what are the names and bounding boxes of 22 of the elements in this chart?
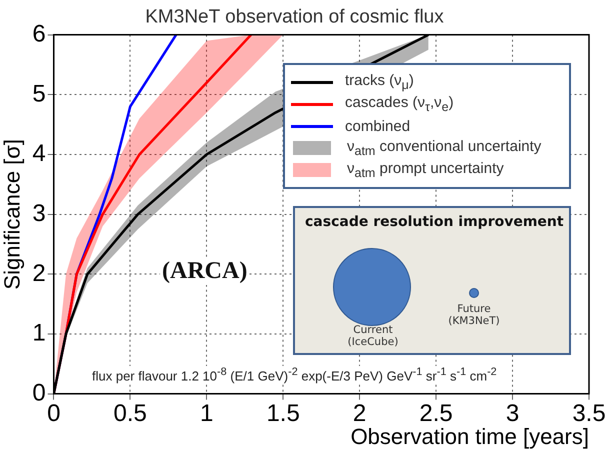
y-tick-label: 0 [32, 379, 46, 406]
x-tick-label: 0.5 [114, 400, 147, 427]
annotation: cascade resolution improvement [305, 214, 564, 230]
chart-title: KM3NeT observation of cosmic flux [145, 6, 444, 28]
text: flux per flavour 1.2 10$^{-8}$ (E/1 GeV)$^{-2}$ exp(-E/3 PeV) GeV$^{-1}$ sr$^{-1}$ s$^{-1}$ cm$^{-2}$ [92, 366, 497, 384]
legend-label: tracks (ν$_{μ}$) [345, 72, 414, 92]
annotation: Current (IceCube) [346, 324, 400, 348]
y-tick-label: 2 [32, 260, 46, 287]
y-tick-label: 4 [32, 140, 46, 168]
annotation: ν$_{atm}$ prompt uncertainty [347, 160, 504, 180]
annotation: ν$_{atm}$ conventional uncertainty [347, 138, 542, 158]
x-tick-label: 1 [200, 400, 214, 427]
annotation: Future (KM3NeT) [447, 303, 501, 327]
annotation: (ARCA) [160, 258, 250, 285]
y-tick-label: 3 [32, 200, 46, 227]
y-tick-label: 6 [32, 20, 46, 48]
x-tick-label: 1.5 [266, 400, 300, 427]
legend-label: cascades (ν$_{τ}$,ν$_{e}$) [345, 94, 454, 114]
y-tick-label: 1 [32, 320, 46, 347]
y-axis-title: Significance [σ] [0, 139, 24, 290]
legend-label: combined [345, 118, 410, 134]
y-tick-label: 5 [32, 80, 46, 108]
